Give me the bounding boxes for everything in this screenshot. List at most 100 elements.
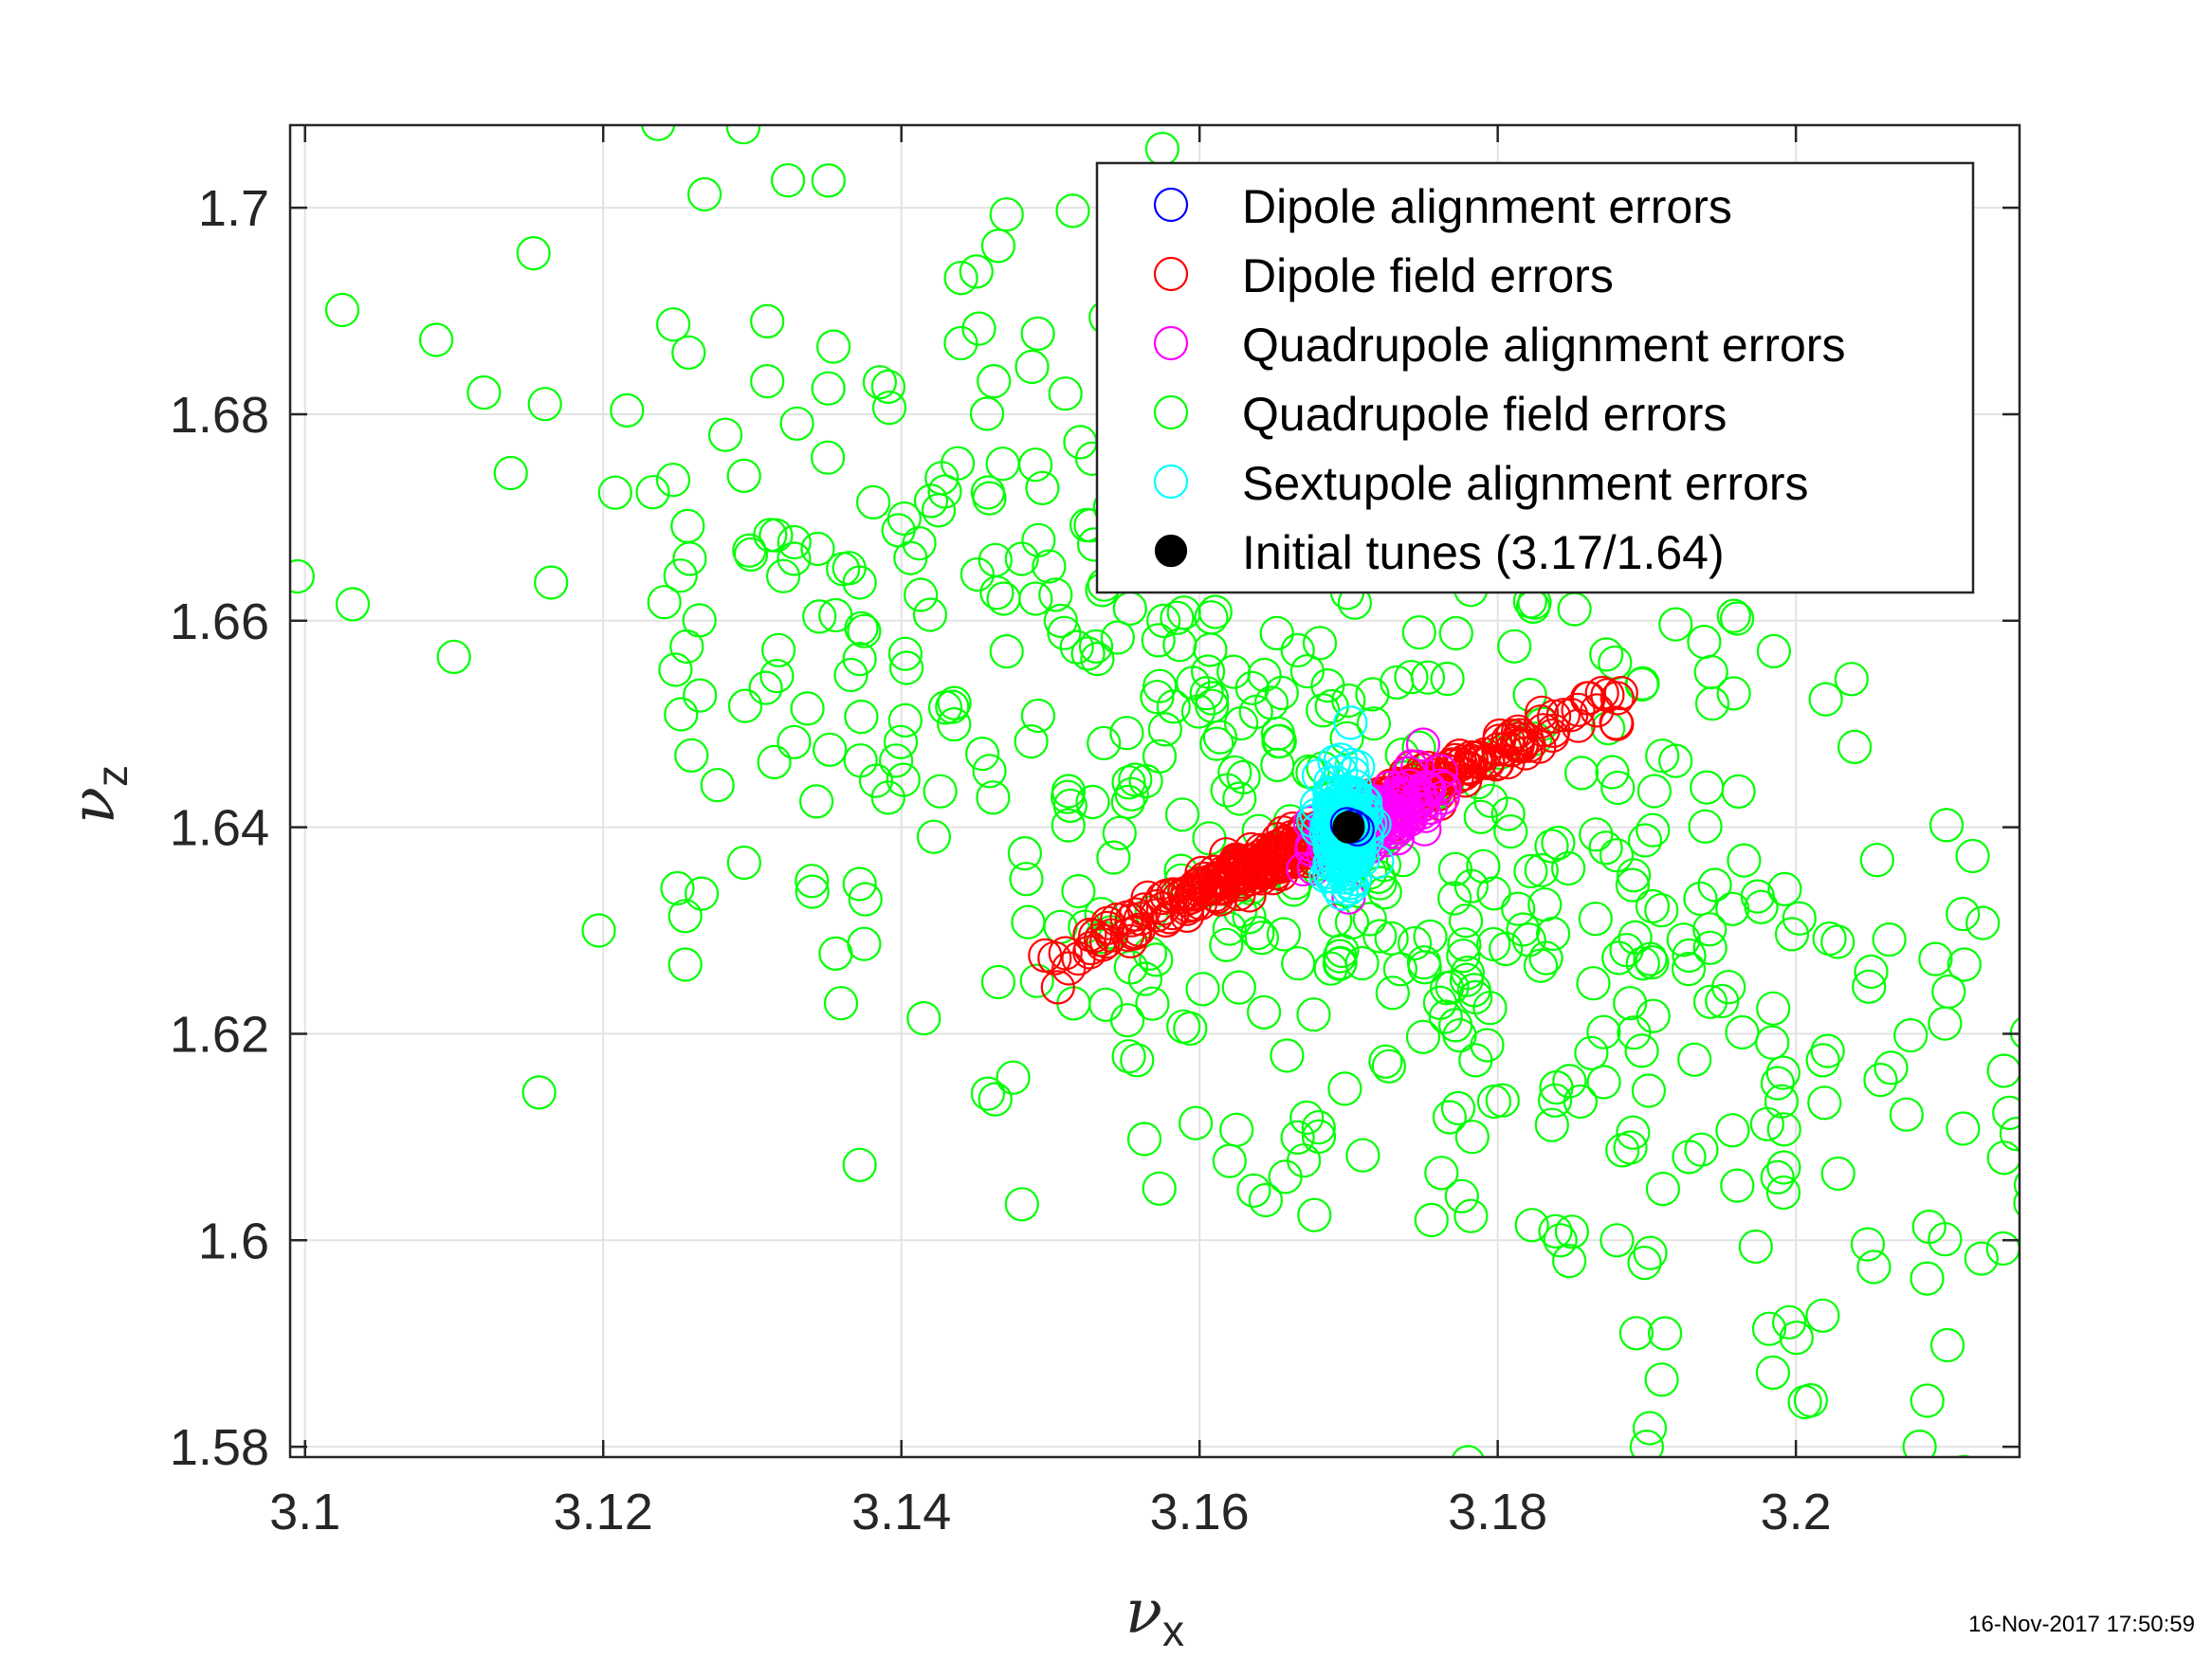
quadrupole-field-error-point xyxy=(290,558,315,594)
quadrupole-field-error-point xyxy=(940,446,976,481)
quadrupole-field-error-point xyxy=(1727,843,1762,878)
quadrupole-field-error-point xyxy=(1918,941,1953,976)
quadrupole-field-error-point xyxy=(683,678,718,713)
y-tick-labels: 1.58 1.6 1.62 1.64 1.66 1.68 1.7 xyxy=(170,180,269,1476)
legend-box xyxy=(1095,161,1975,594)
quadrupole-field-error-point xyxy=(1647,1316,1683,1351)
quadrupole-field-error-point xyxy=(976,780,1011,815)
quadrupole-field-error-point xyxy=(2058,1234,2091,1267)
quadrupole-field-error-point xyxy=(1631,1073,1667,1108)
quadrupole-field-error-point xyxy=(1538,1213,1573,1249)
quadrupole-field-error-point xyxy=(1598,645,1633,681)
quadrupole-field-error-point xyxy=(1234,670,1270,705)
quadrupole-field-error-point xyxy=(1382,952,1418,987)
quadrupole-field-error-point xyxy=(1146,603,1181,639)
quadrupole-field-error-point xyxy=(1296,997,1331,1032)
quadrupole-field-error-point xyxy=(1102,815,1137,850)
quadrupole-field-error-point xyxy=(1644,1362,1679,1397)
dipole-field-error-point xyxy=(1536,699,1572,734)
quadrupole-field-error-point xyxy=(1589,637,1624,672)
x-tick-label: 3.1 xyxy=(269,1484,340,1540)
quadrupole-field-error-point xyxy=(985,447,1020,482)
quadrupole-field-error-point xyxy=(1180,694,1216,729)
quadrupole-field-error-point xyxy=(811,371,846,406)
quadrupole-field-error-point xyxy=(887,636,923,671)
quadrupole-field-error-point xyxy=(1219,1112,1254,1147)
quadrupole-field-error-point xyxy=(1528,940,1563,975)
quadrupole-field-error-point xyxy=(1929,808,1965,843)
legend-label: Quadrupole alignment errors xyxy=(1242,319,1845,372)
dipole-field-error-point xyxy=(1222,866,1257,902)
quadrupole-field-error-point xyxy=(2204,906,2212,939)
quadrupole-field-error-point xyxy=(1671,951,1707,987)
quadrupole-field-error-point xyxy=(1535,916,1571,952)
quadrupole-field-error-point xyxy=(2119,1249,2151,1282)
quadrupole-field-error-point xyxy=(1684,1132,1719,1167)
quadrupole-field-error-point xyxy=(1955,1454,1972,1457)
quadrupole-field-error-point xyxy=(748,670,783,705)
quadrupole-field-error-point xyxy=(757,744,792,780)
quadrupole-field-error-point xyxy=(669,629,704,665)
quadrupole-field-error-point xyxy=(1738,1229,1773,1265)
plot-frame xyxy=(288,123,2021,1459)
quadrupole-field-error-point xyxy=(750,303,785,338)
quadrupole-field-error-point xyxy=(1635,888,1671,924)
quadrupole-field-error-point xyxy=(848,882,883,917)
quadrupole-field-error-point xyxy=(1020,316,1055,351)
quadrupole-field-error-point xyxy=(1688,809,1723,844)
quadrupole-field-error-point xyxy=(1601,940,1636,975)
quadrupole-field-error-point xyxy=(419,322,454,357)
quadrupole-field-error-point xyxy=(1740,879,1775,914)
quadrupole-field-error-point xyxy=(1672,1139,1707,1175)
x-axis-subscript: x xyxy=(1162,1606,1184,1655)
quadrupole-field-error-point xyxy=(1156,689,1191,724)
quadrupole-field-error-point xyxy=(1017,447,1053,483)
sextupole-alignment-error-point xyxy=(1341,749,1376,785)
x-tick-label: 3.16 xyxy=(1150,1484,1250,1540)
quadrupole-field-error-point xyxy=(516,236,551,271)
quadrupole-field-error-point xyxy=(1725,1014,1760,1050)
quadrupole-field-error-point xyxy=(1617,1015,1652,1050)
quadrupole-field-error-point xyxy=(1301,1110,1336,1145)
legend: Dipole alignment errors Dipole field erro… xyxy=(1095,161,1975,594)
quadrupole-field-error-point xyxy=(641,125,676,141)
quadrupole-field-error-point xyxy=(1810,1033,1845,1068)
quadrupole-field-error-point xyxy=(777,724,812,759)
quadrupole-field-error-point xyxy=(903,577,939,612)
quadrupole-field-error-point xyxy=(844,699,879,735)
quadrupole-field-error-point xyxy=(1902,1430,1937,1457)
quadrupole-field-error-point xyxy=(1749,1106,1785,1141)
quadrupole-field-error-point xyxy=(842,641,877,677)
quadrupole-field-error-point xyxy=(842,1147,877,1182)
quadrupole-field-error-point xyxy=(1217,755,1252,790)
quadrupole-field-error-point xyxy=(883,724,919,759)
quadrupole-field-error-point xyxy=(667,899,703,934)
dipole-field-error-point xyxy=(1453,752,1488,787)
quadrupole-field-error-point xyxy=(1751,1311,1787,1346)
quadrupole-field-error-point xyxy=(978,1082,1013,1117)
quadrupole-field-error-point xyxy=(1910,1261,1945,1296)
sextupole-alignment-error-point xyxy=(1333,705,1368,740)
quadrupole-field-error-point xyxy=(1805,1043,1840,1078)
quadrupole-field-error-point xyxy=(1280,632,1315,668)
quadrupole-field-error-point xyxy=(1893,1017,1929,1053)
quadrupole-field-error-point xyxy=(1692,984,1728,1019)
quadrupole-field-error-point xyxy=(1222,781,1257,816)
y-axis-subscript: z xyxy=(87,765,137,787)
quadrupole-field-error-point xyxy=(1176,665,1211,701)
quadrupole-field-error-point xyxy=(979,575,1015,611)
quadrupole-field-error-point xyxy=(871,391,907,426)
quadrupole-field-error-point xyxy=(1449,962,1485,997)
quadrupole-field-error-point xyxy=(1142,1171,1177,1206)
dipole-field-error-point xyxy=(1156,877,1191,912)
quadrupole-field-error-point xyxy=(1852,969,1887,1004)
quadrupole-field-error-point xyxy=(1563,756,1600,791)
quadrupole-field-error-point xyxy=(842,866,877,902)
quadrupole-field-error-point xyxy=(663,558,698,593)
quadrupole-field-error-point xyxy=(610,392,645,428)
quadrupole-field-error-point xyxy=(798,784,834,819)
quadrupole-field-error-point xyxy=(1850,1227,1886,1262)
quadrupole-field-error-point xyxy=(1992,1095,2020,1130)
quadrupole-field-error-point xyxy=(1422,985,1458,1021)
